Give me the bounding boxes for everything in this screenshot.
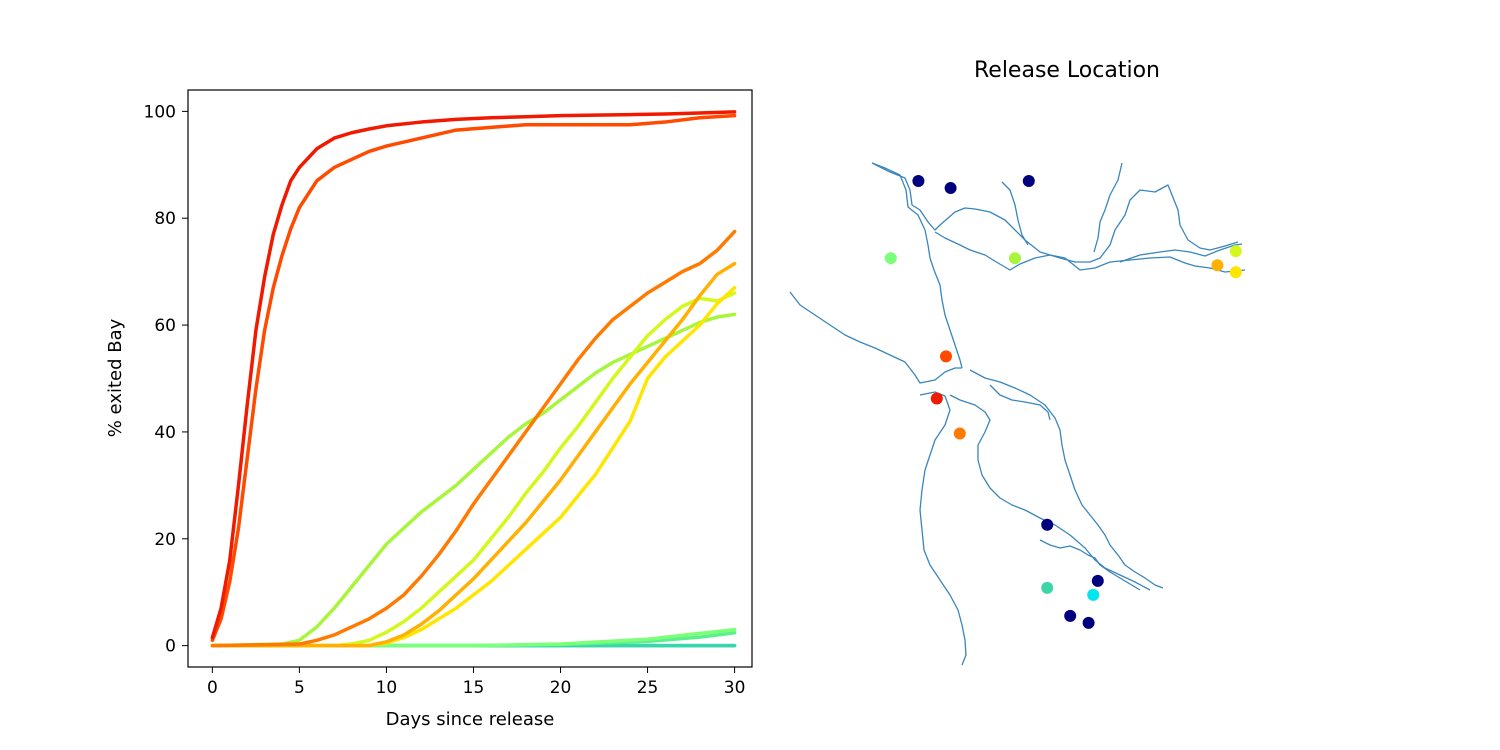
y-tick-label: 100	[144, 102, 176, 122]
plot-frame	[187, 89, 753, 668]
release-point-6	[1229, 245, 1242, 258]
series-line-9	[210, 113, 737, 643]
release-point-1	[944, 182, 957, 195]
release-points	[884, 175, 1242, 629]
y-tick-label: 0	[165, 637, 176, 657]
shoreline-north	[871, 162, 1239, 263]
release-point-3	[884, 252, 897, 265]
x-tick-label: 25	[637, 678, 659, 698]
line-chart: 0 5 10 15 20 25 30 0 20 40 60 80 100 Days since rel…	[105, 89, 753, 730]
release-location-map: Release Location	[789, 58, 1246, 666]
shoreline-east-bay	[969, 369, 1164, 589]
series-line-6	[210, 285, 737, 648]
release-point-13	[1091, 574, 1104, 587]
shoreline-south-slough	[1039, 539, 1141, 591]
shoreline-sf-peninsula-west	[919, 391, 967, 666]
release-point-10	[953, 427, 966, 440]
y-axis-label: % exited Bay	[105, 318, 126, 437]
release-point-7	[1229, 266, 1242, 279]
y-tick-label: 20	[154, 530, 176, 550]
x-tick-label: 30	[724, 678, 746, 698]
release-point-16	[1082, 616, 1095, 629]
release-point-8	[940, 350, 952, 363]
shoreline-marin-coast	[789, 291, 962, 384]
series-line-7	[210, 261, 737, 648]
x-tick-label: 0	[207, 678, 218, 698]
release-point-9	[930, 392, 943, 405]
release-point-15	[1064, 609, 1077, 622]
shoreline-north-inner	[871, 162, 963, 369]
y-axis-ticks: 0 20 40 60 80 100	[144, 102, 188, 657]
shoreline-suisun-delta	[1119, 243, 1243, 263]
release-point-12	[1041, 581, 1054, 594]
x-tick-label: 20	[550, 678, 572, 698]
shoreline-richmond	[989, 384, 1051, 421]
release-point-0	[912, 175, 925, 188]
release-point-4	[1009, 252, 1021, 265]
release-point-11	[1041, 518, 1054, 531]
series-line-5	[210, 291, 737, 648]
shoreline-carquinez	[934, 231, 1246, 273]
series-line-8	[210, 229, 737, 648]
series-line-4	[210, 312, 737, 648]
shoreline-sf-east	[949, 394, 1151, 591]
bay-shoreline	[789, 162, 1246, 666]
x-tick-label: 10	[376, 678, 398, 698]
series-line-3	[210, 627, 737, 648]
shoreline-napa	[1093, 162, 1123, 253]
series-layer	[210, 110, 737, 648]
release-point-5	[1211, 259, 1224, 272]
shoreline-petaluma	[1001, 181, 1029, 246]
release-point-14	[1087, 588, 1100, 601]
release-point-2	[1022, 175, 1035, 188]
x-tick-label: 15	[463, 678, 485, 698]
map-title: Release Location	[974, 58, 1160, 83]
series-line-10	[210, 110, 737, 640]
x-axis-ticks: 0 5 10 15 20 25 30	[207, 667, 745, 698]
x-tick-label: 5	[294, 678, 305, 698]
y-tick-label: 40	[154, 423, 176, 443]
x-axis-label: Days since release	[386, 709, 555, 730]
y-tick-label: 80	[154, 209, 176, 229]
y-tick-label: 60	[154, 316, 176, 336]
